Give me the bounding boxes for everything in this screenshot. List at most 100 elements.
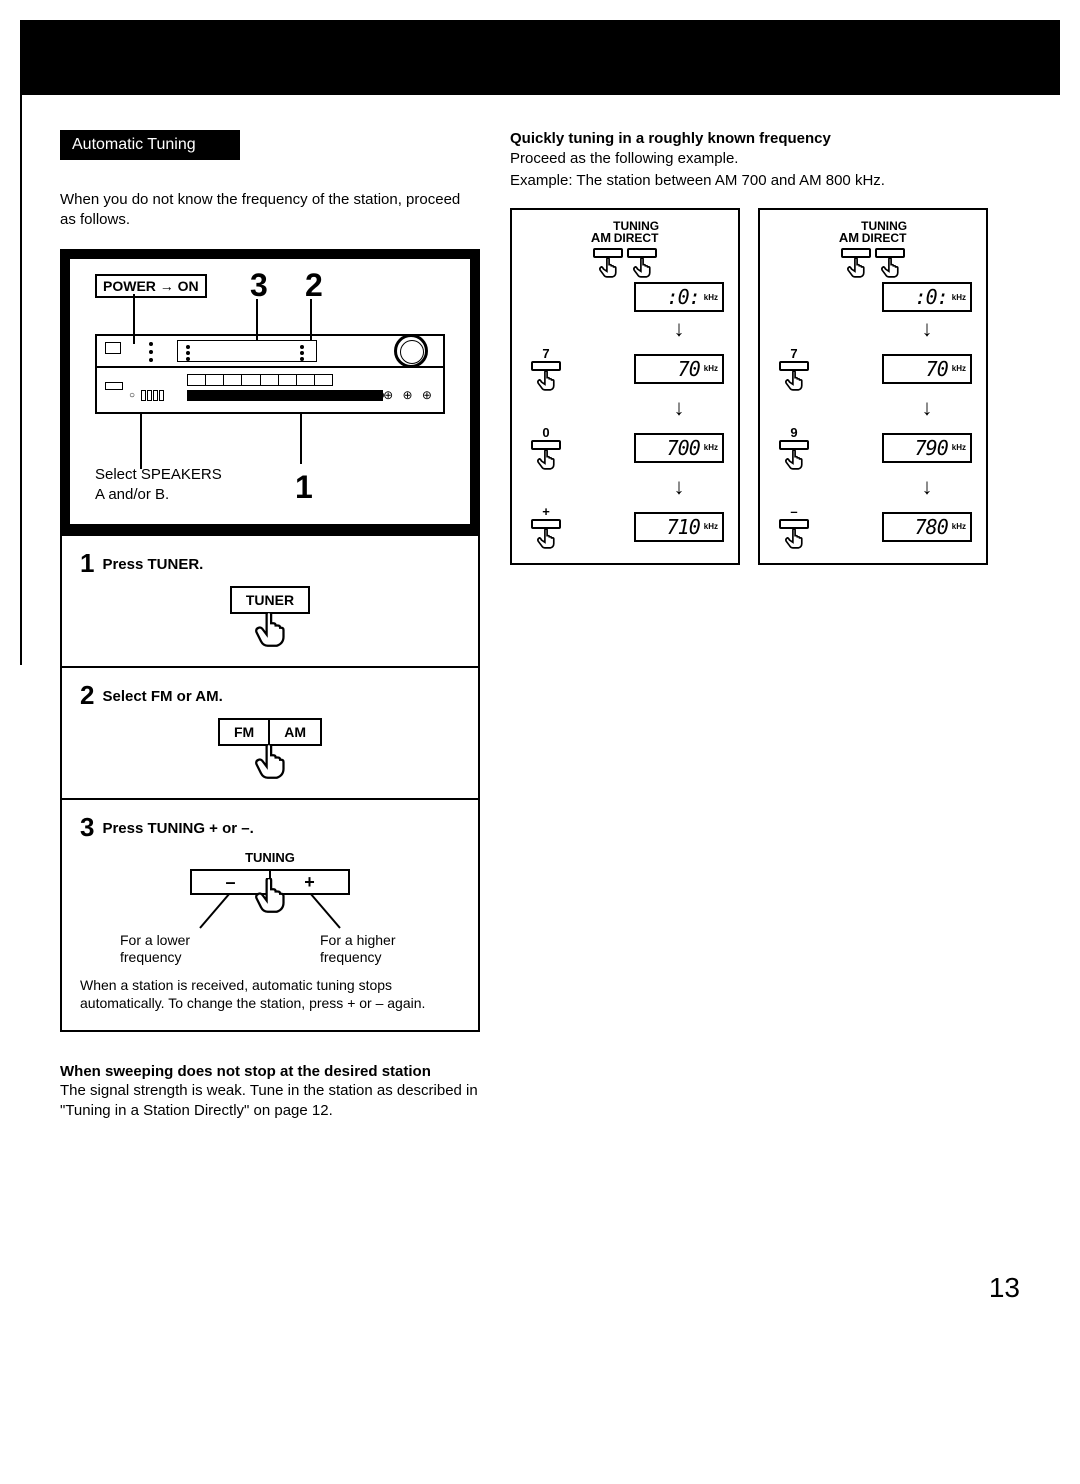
panel-row: 7 70kHz: [774, 346, 972, 391]
page-content: Automatic Tuning When you do not know th…: [60, 130, 1020, 1120]
select-speakers-text: Select SPEAKERS A and/or B.: [95, 465, 222, 504]
example-panels: AM TUNING DIRECT :0:kHz ↓ 7: [510, 208, 1020, 565]
step-title: Select FM or AM.: [102, 682, 222, 705]
step-3: 3 Press TUNING + or –. TUNING – +: [62, 798, 478, 1030]
example-panel-1: AM TUNING DIRECT :0:kHz ↓ 7: [510, 208, 740, 565]
step-1: 1 Press TUNER. TUNER: [62, 534, 478, 666]
step-3-note: When a station is received, automatic tu…: [80, 976, 460, 1012]
left-margin-rule: [20, 95, 22, 665]
freq-display: :0:kHz: [882, 282, 972, 312]
steps-box: 1 Press TUNER. TUNER 2 Select FM or AM.: [60, 534, 480, 1032]
power-button-icon: [105, 342, 121, 354]
tuning-dial-icon: [394, 334, 428, 368]
tuner-button-label: TUNER: [232, 588, 308, 612]
hand-press-icon: [784, 450, 804, 470]
speakers-button-icon: [105, 382, 123, 390]
key-label: 7: [790, 346, 797, 361]
panel-row: :0:kHz: [526, 282, 724, 312]
hand-press-icon: [632, 258, 652, 278]
top-button-row: [774, 248, 972, 278]
quick-tuning-title: Quickly tuning in a roughly known freque…: [510, 130, 1020, 147]
down-arrow-icon: ↓: [634, 395, 724, 421]
panel-row: 0 700kHz: [526, 425, 724, 470]
hand-press-icon: [536, 371, 556, 391]
freq-display: 70kHz: [634, 354, 724, 384]
fm-button-label: FM: [220, 720, 268, 744]
freq-display: 70kHz: [882, 354, 972, 384]
header-black-bar: [20, 20, 1060, 95]
key-label: –: [790, 504, 797, 519]
step-number: 2: [80, 682, 94, 708]
hand-press-icon: [598, 258, 618, 278]
callout-2: 2: [305, 267, 323, 304]
key-label: 9: [790, 425, 797, 440]
fm-am-buttons: FM AM: [218, 718, 322, 746]
key-label: 7: [542, 346, 549, 361]
freq-display: 700kHz: [634, 433, 724, 463]
step-2: 2 Select FM or AM. FM AM: [62, 666, 478, 798]
callout-line: [140, 414, 142, 469]
direct-label: DIRECT: [862, 232, 907, 244]
hand-press-icon: [846, 258, 866, 278]
power-on-label: POWER → ON: [95, 274, 207, 298]
freq-display: :0:kHz: [634, 282, 724, 312]
down-arrow-icon: ↓: [882, 474, 972, 500]
quick-tuning-line2: Example: The station between AM 700 and …: [510, 171, 1020, 191]
down-arrow-icon: ↓: [634, 474, 724, 500]
am-label: AM: [839, 231, 859, 244]
device-button-row: ○ ⊕ ⊕ ⊕ ⊕: [97, 368, 443, 412]
left-column: Automatic Tuning When you do not know th…: [60, 130, 480, 1120]
hand-press-icon: [536, 529, 556, 549]
section-header: Automatic Tuning: [60, 130, 240, 160]
panel-row: 9 790kHz: [774, 425, 972, 470]
panel-row: – 780kHz: [774, 504, 972, 549]
hand-press-icon: [784, 529, 804, 549]
hand-press-icon: [784, 371, 804, 391]
hand-press-icon: [536, 450, 556, 470]
callout-line: [300, 414, 302, 464]
tuner-button: TUNER: [230, 586, 310, 614]
step-title: Press TUNING + or –.: [102, 814, 253, 837]
am-button-label: AM: [268, 720, 320, 744]
sweep-note: When sweeping does not stop at the desir…: [60, 1062, 480, 1121]
tuning-label: TUNING: [190, 850, 350, 865]
quick-tuning-line1: Proceed as the following example.: [510, 149, 1020, 169]
receiver-diagram: POWER → ON 3 2 1: [60, 249, 480, 534]
panel-row: :0:kHz: [774, 282, 972, 312]
example-panel-2: AM TUNING DIRECT :0:kHz ↓ 7 7: [758, 208, 988, 565]
receiver-device: ○ ⊕ ⊕ ⊕ ⊕: [95, 334, 445, 414]
key-label: +: [542, 504, 550, 519]
freq-display: 710kHz: [634, 512, 724, 542]
callout-1: 1: [295, 469, 313, 506]
down-arrow-icon: ↓: [882, 395, 972, 421]
step-number: 1: [80, 550, 94, 576]
panel-row: + 710kHz: [526, 504, 724, 549]
panel-header: AM TUNING DIRECT: [774, 220, 972, 244]
am-label: AM: [591, 231, 611, 244]
callout-3: 3: [250, 267, 268, 304]
hand-press-icon: [880, 258, 900, 278]
freq-display: 790kHz: [882, 433, 972, 463]
button-strip: [187, 390, 383, 401]
tuning-diagram: TUNING – +: [190, 850, 350, 938]
right-column: Quickly tuning in a roughly known freque…: [510, 130, 1020, 1120]
freq-display: 780kHz: [882, 512, 972, 542]
hand-press-icon: [254, 878, 286, 914]
sweep-note-title: When sweeping does not stop at the desir…: [60, 1062, 480, 1082]
down-arrow-icon: ↓: [882, 316, 972, 342]
device-display-row: [97, 336, 443, 368]
panel-header: AM TUNING DIRECT: [526, 220, 724, 244]
sweep-note-body: The signal strength is weak. Tune in the…: [60, 1081, 480, 1120]
intro-text: When you do not know the frequency of th…: [60, 190, 480, 229]
panel-row: 7 70kHz: [526, 346, 724, 391]
display-window: [177, 340, 317, 362]
down-arrow-icon: ↓: [634, 316, 724, 342]
hand-press-icon: [254, 612, 286, 648]
step-number: 3: [80, 814, 94, 840]
direct-label: DIRECT: [614, 232, 659, 244]
step-title: Press TUNER.: [102, 550, 203, 573]
page-number: 13: [989, 1272, 1020, 1304]
key-label: 0: [542, 425, 549, 440]
top-button-row: [526, 248, 724, 278]
hand-press-icon: [254, 744, 286, 780]
